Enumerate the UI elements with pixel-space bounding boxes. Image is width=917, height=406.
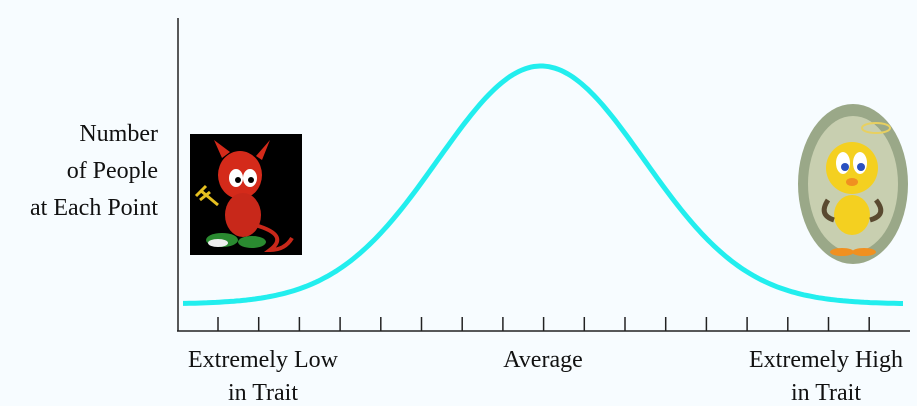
tweety-picture: [797, 103, 910, 265]
devil-picture: [190, 134, 302, 255]
y-axis-label: of People: [67, 158, 158, 184]
x-label-high: Extremely High: [749, 347, 903, 373]
y-axis-label: at Each Point: [30, 195, 158, 221]
x-label-average: Average: [503, 347, 583, 373]
x-label-low: in Trait: [228, 380, 298, 406]
y-axis-label: Number: [79, 121, 158, 147]
x-label-low: Extremely Low: [188, 347, 339, 373]
x-label-high: in Trait: [791, 380, 861, 406]
tick-marks: [217, 317, 870, 331]
bell-curve: [183, 63, 903, 306]
